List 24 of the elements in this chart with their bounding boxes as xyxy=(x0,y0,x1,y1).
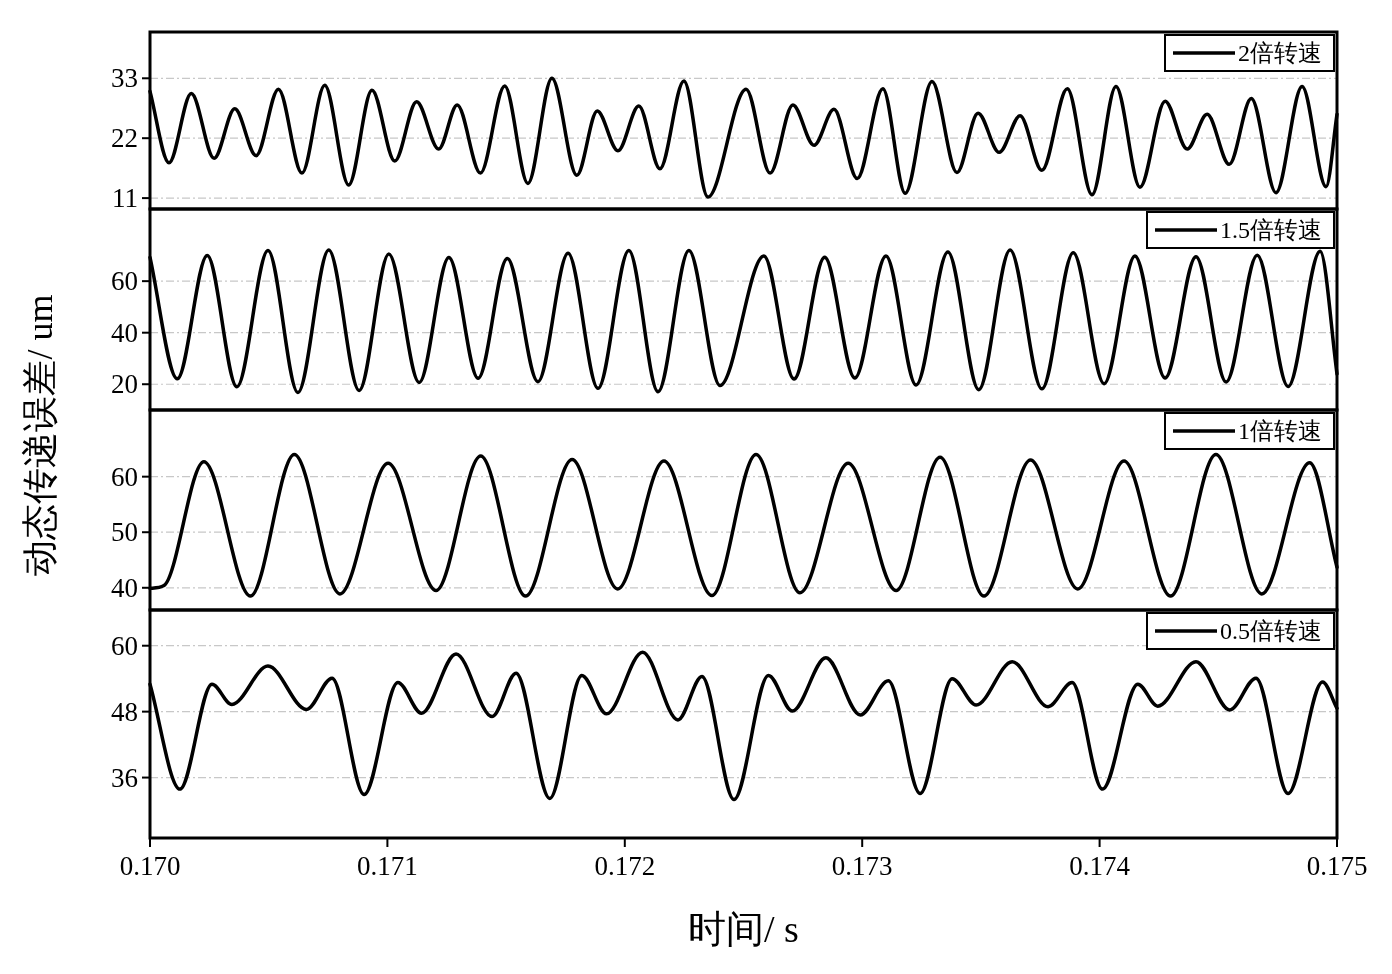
x-tick-label: 0.172 xyxy=(594,851,656,881)
legend-label: 1倍转速 xyxy=(1238,418,1322,444)
x-axis-title: 时间/ s xyxy=(688,908,799,950)
y-tick-label: 22 xyxy=(111,123,138,154)
y-tick-label: 11 xyxy=(112,183,138,214)
y-tick-label: 40 xyxy=(111,317,138,348)
y-tick-label: 48 xyxy=(111,696,138,727)
x-tick-label: 0.175 xyxy=(1306,851,1368,881)
x-tick-label: 0.171 xyxy=(357,851,418,881)
y-tick-label: 20 xyxy=(111,369,138,400)
y-tick-label: 40 xyxy=(111,572,138,603)
legend-label: 0.5倍转速 xyxy=(1220,618,1322,644)
x-tick-label: 0.174 xyxy=(1069,851,1131,881)
x-tick-label: 0.170 xyxy=(119,851,181,881)
y-tick-label: 36 xyxy=(111,762,138,793)
x-tick-label: 0.173 xyxy=(831,851,893,881)
y-tick-label: 33 xyxy=(111,63,138,94)
legend-label: 1.5倍转速 xyxy=(1220,217,1322,243)
legend-label: 2倍转速 xyxy=(1238,40,1322,66)
y-tick-label: 60 xyxy=(111,461,138,492)
y-tick-label: 50 xyxy=(111,517,138,548)
y-tick-label: 60 xyxy=(111,266,138,297)
y-tick-label: 60 xyxy=(111,630,138,661)
y-axis-title: 动态传递误差/ um xyxy=(20,294,60,576)
